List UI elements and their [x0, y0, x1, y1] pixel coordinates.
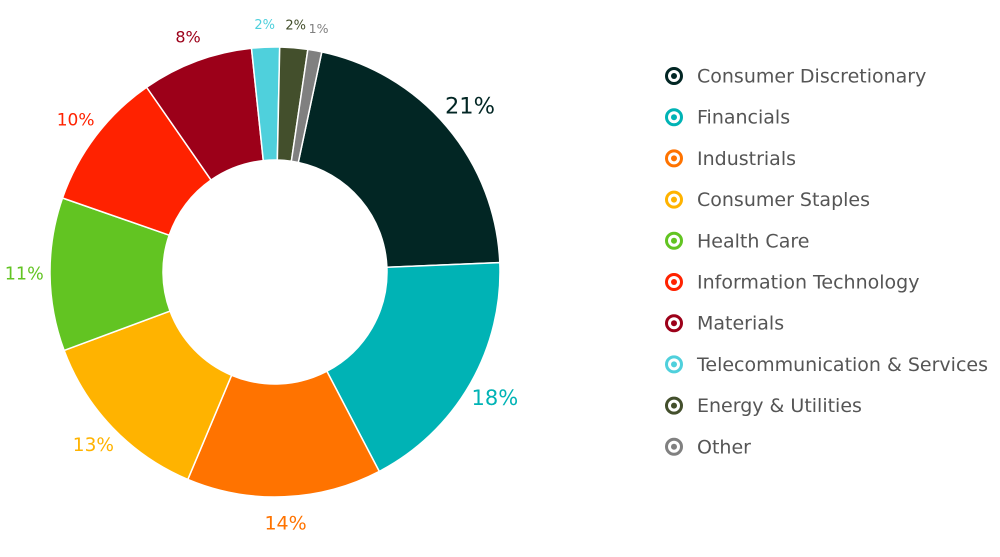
- legend-item: Health Care: [665, 230, 809, 252]
- data-label: 13%: [73, 435, 114, 456]
- legend-text: Telecommunication & Services: [696, 354, 988, 376]
- legend-marker-dot: [671, 196, 677, 203]
- legend-marker: [665, 273, 683, 291]
- legend-item: Telecommunication & Services: [665, 354, 988, 376]
- legend-text: Industrials: [697, 148, 796, 170]
- slice: [325, 261, 501, 473]
- legend-marker-dot: [671, 443, 677, 450]
- legend-marker: [665, 355, 683, 374]
- data-label: 10%: [57, 111, 95, 131]
- legend-marker-dot: [671, 73, 677, 79]
- legend-text: Financials: [697, 107, 790, 129]
- legend-text: Consumer Staples: [697, 189, 870, 211]
- legend-marker-dot: [671, 320, 677, 327]
- data-label: 8%: [175, 28, 200, 47]
- legend-item: Consumer Staples: [665, 189, 870, 211]
- legend-item: Other: [665, 436, 751, 458]
- legend-text: Consumer Discretionary: [697, 66, 926, 88]
- legend-item: Industrials: [665, 148, 796, 170]
- data-label: 11%: [5, 265, 44, 285]
- data-label: 21%: [445, 94, 495, 120]
- data-label: 14%: [264, 512, 306, 534]
- legend-marker-dot: [671, 361, 677, 368]
- legend-text: Health Care: [697, 230, 809, 252]
- legend-text: Materials: [697, 313, 784, 335]
- legend-marker-dot: [671, 402, 677, 409]
- legend-marker-dot: [671, 114, 677, 121]
- data-label: 2%: [254, 18, 275, 33]
- legend-item: Information Technology: [665, 272, 919, 294]
- legend-text: Other: [697, 436, 751, 458]
- legend-marker: [665, 190, 683, 209]
- legend-marker: [665, 314, 683, 333]
- legend-marker: [665, 108, 683, 127]
- legend-item: Financials: [665, 107, 790, 129]
- data-label: 18%: [472, 386, 519, 410]
- legend-marker-dot: [671, 279, 677, 285]
- legend-marker: [665, 231, 683, 250]
- legend-marker: [665, 149, 683, 168]
- legend-text: Energy & Utilities: [697, 395, 862, 417]
- data-label: 1%: [309, 21, 329, 36]
- legend-marker: [665, 437, 683, 456]
- legend-text: Information Technology: [697, 272, 919, 294]
- legend-marker-dot: [671, 237, 677, 244]
- data-label: 2%: [285, 19, 306, 34]
- legend-item: Consumer Discretionary: [665, 66, 926, 88]
- legend-marker: [665, 396, 683, 415]
- legend-marker-dot: [671, 155, 677, 162]
- legend-item: Energy & Utilities: [665, 395, 862, 417]
- legend-marker: [665, 67, 683, 85]
- slice: [290, 48, 323, 164]
- slice: [297, 51, 501, 269]
- legend-item: Materials: [665, 313, 784, 335]
